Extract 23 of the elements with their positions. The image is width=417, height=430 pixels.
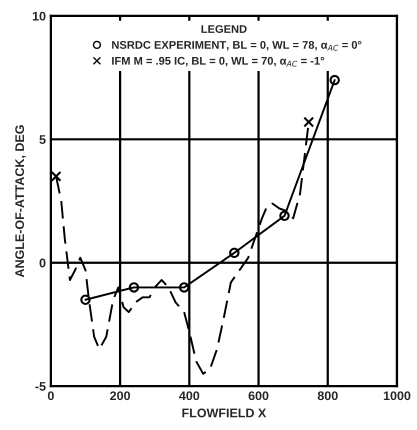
y-tick-label: 5: [39, 135, 46, 144]
x-tick-label: 0: [48, 391, 54, 400]
x-tick-label: 400: [179, 391, 200, 400]
x-axis-title: FLOWFIELD X: [182, 408, 266, 418]
point: [50, 170, 62, 182]
point: [128, 282, 140, 293]
y-tick-label: 10: [32, 12, 46, 21]
legend-label: IFM M = .95 IC, BL = 0, WL = 70, α$_{AC}$ = -1°: [112, 56, 324, 67]
point: [80, 294, 91, 305]
legend-label: NSRDC EXPERIMENT, BL = 0, WL = 78, α$_{AC}$ = 0°: [112, 40, 362, 51]
point: [229, 248, 240, 258]
y-tick-label: 0: [40, 258, 46, 268]
point: [329, 74, 340, 86]
legend-title: LEGEND: [202, 25, 247, 33]
x-tick-label: 800: [318, 391, 338, 400]
y-axis-title: ANGLE-OF-ATTACK, DEG: [15, 125, 26, 278]
x-tick-label: 200: [110, 391, 130, 400]
point: [178, 282, 190, 293]
point: [279, 210, 290, 222]
y-tick-label: -5: [35, 382, 46, 391]
point: [303, 116, 314, 128]
x-tick-label: 600: [248, 391, 268, 400]
x-tick-label: 1000: [384, 391, 410, 400]
